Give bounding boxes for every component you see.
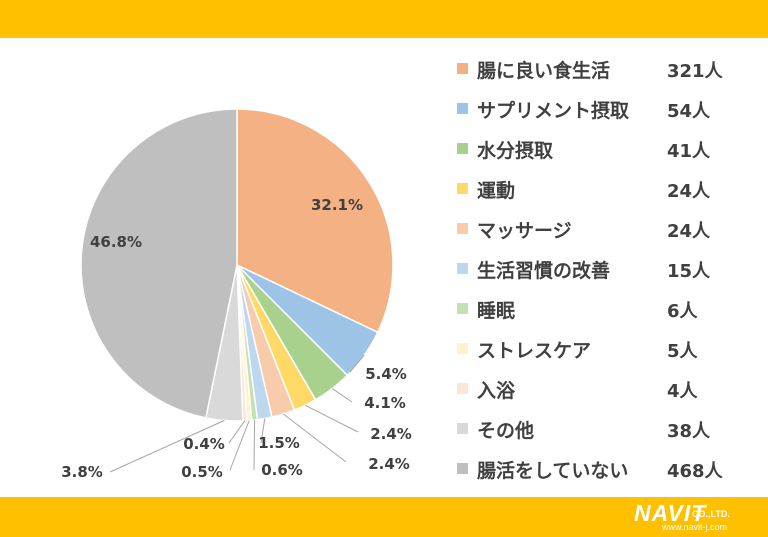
legend-swatch (457, 423, 468, 434)
legend-value: 54人 (667, 101, 711, 122)
legend-value: 15人 (667, 261, 711, 282)
legend-item: ストレスケア 5人 (455, 330, 755, 370)
legend-item: その他 38人 (455, 410, 755, 450)
logo-suffix: CO.,LTD. (692, 509, 730, 519)
legend-item: マッサージ 24人 (455, 210, 755, 250)
pie-slice (236, 108, 394, 334)
chart-legend: 腸に良い食生活 321人 サプリメント摂取 54人 水分摂取 41人 運動 24人 マッサージ 2… (455, 50, 755, 490)
legend-item: 運動 24人 (455, 170, 755, 210)
data-label: 46.8% (90, 233, 142, 251)
legend-value: 24人 (667, 221, 711, 242)
leader-line (229, 420, 250, 471)
data-label: 5.4% (365, 365, 407, 383)
leader-line (260, 418, 266, 444)
legend-label: 入浴 (477, 380, 516, 402)
legend-value: 321人 (667, 61, 723, 82)
legend-value: 24人 (667, 181, 711, 202)
legend-item: 入浴 4人 (455, 370, 755, 410)
legend-label: 腸活をしていない (477, 460, 629, 482)
legend-label: マッサージ (477, 220, 572, 242)
legend-value: 4人 (667, 381, 698, 402)
legend-value: 38人 (667, 421, 711, 442)
legend-label: 運動 (477, 180, 516, 202)
legend-swatch (457, 463, 468, 474)
legend-item: 水分摂取 41人 (455, 130, 755, 170)
legend-swatch (457, 103, 468, 114)
legend-item: 睡眠 6人 (455, 290, 755, 330)
top-banner (0, 0, 768, 38)
leader-line (282, 413, 347, 463)
legend-swatch (457, 143, 468, 154)
leader-line (304, 404, 359, 433)
legend-label: 生活習慣の改善 (477, 260, 611, 282)
leader-line (253, 419, 256, 471)
legend-swatch (457, 183, 468, 194)
data-label: 0.4% (183, 435, 225, 453)
logo-url: www.navit-j.com (662, 522, 728, 532)
legend-value: 468人 (667, 461, 723, 482)
leader-line (349, 354, 365, 373)
legend-label: ストレスケア (477, 340, 592, 362)
legend-value: 6人 (667, 301, 698, 322)
data-label: 2.4% (370, 425, 412, 443)
legend-swatch (457, 63, 468, 74)
data-label: 4.1% (364, 394, 406, 412)
legend-swatch (457, 303, 468, 314)
legend-value: 41人 (667, 141, 711, 162)
pie-slice (80, 108, 238, 419)
legend-value: 5人 (667, 341, 698, 362)
legend-label: サプリメント摂取 (477, 100, 630, 122)
legend-label: その他 (477, 420, 535, 442)
leader-line (331, 388, 353, 403)
data-label: 32.1% (311, 196, 363, 214)
data-label: 3.8% (61, 463, 103, 481)
data-label: 0.5% (181, 463, 223, 481)
legend-swatch (457, 383, 468, 394)
data-label: 0.6% (261, 461, 303, 479)
legend-swatch (457, 223, 468, 234)
logo-wordmark: NAVIT (634, 500, 707, 526)
data-label: 2.4% (368, 455, 410, 473)
company-logo: NAVIT CO.,LTD. www.navit-j.com (634, 500, 764, 534)
leader-line (109, 420, 225, 473)
legend-item: サプリメント摂取 54人 (455, 90, 755, 130)
legend-swatch (457, 343, 468, 354)
legend-item: 腸に良い食生活 321人 (455, 50, 755, 90)
data-label: 1.5% (258, 434, 300, 452)
legend-item: 腸活をしていない 468人 (455, 450, 755, 490)
legend-swatch (457, 263, 468, 274)
legend-item: 生活習慣の改善 15人 (455, 250, 755, 290)
legend-label: 腸に良い食生活 (477, 60, 611, 82)
leader-line (228, 420, 246, 444)
legend-label: 水分摂取 (477, 140, 554, 162)
legend-label: 睡眠 (477, 300, 516, 322)
bottom-banner (0, 497, 768, 537)
